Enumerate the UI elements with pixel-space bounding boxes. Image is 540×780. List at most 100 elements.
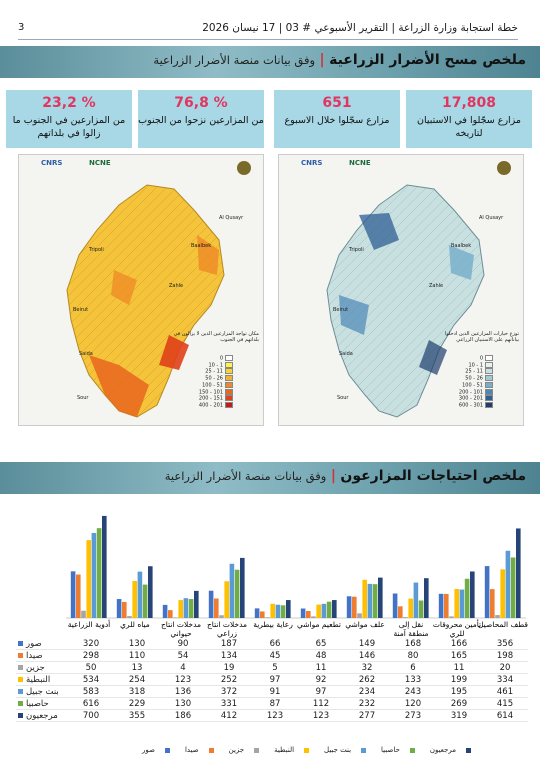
table-cell: 199 — [436, 673, 482, 686]
table-row: جزين 50 13 4 19 5 11 32 6 11 20 — [16, 661, 528, 674]
table-cell: 65 — [298, 638, 344, 650]
section-title: ملخص احتياجات المزارعون — [340, 468, 526, 484]
map-legend-blue: توزع خيارات المزارعين الذين ادخلوا بيانا… — [429, 331, 519, 343]
bar — [357, 613, 362, 618]
bar — [102, 515, 107, 618]
category-label: مدخلات انتاج — [207, 620, 247, 629]
table-cell: 130 — [114, 638, 160, 650]
place-label: Sour — [77, 395, 89, 401]
table-cell: 11 — [436, 661, 482, 674]
bar — [173, 617, 178, 618]
bar — [449, 616, 454, 618]
bar — [510, 557, 516, 618]
legend-label: صور — [142, 746, 155, 754]
series-name: مرجعيون — [26, 710, 58, 721]
bar — [459, 589, 465, 618]
bar — [219, 615, 224, 618]
legend-swatch — [225, 368, 233, 375]
row-label: صور — [16, 638, 68, 650]
category-label: زراعي — [217, 629, 237, 638]
legend-bin-label: 1 - 10 — [208, 362, 223, 369]
legend-entry: جزين — [227, 746, 262, 754]
legend-label: النبطية — [274, 746, 295, 754]
series-name: جزين — [26, 662, 45, 673]
legend-entry: صور — [140, 746, 173, 754]
stat-value: 17,808 — [441, 95, 497, 111]
category-label: مياه للري — [120, 620, 150, 629]
bar — [505, 550, 511, 618]
series-name: بنت جبيل — [26, 686, 59, 697]
table-cell: 54 — [160, 649, 206, 662]
bar — [86, 540, 91, 618]
legend-entry: مرجعيون — [428, 746, 474, 754]
bar — [254, 608, 260, 618]
table-cell: 134 — [206, 649, 252, 662]
series-name: حاصبيا — [26, 698, 49, 709]
bar — [280, 605, 286, 618]
table-cell: 20 — [482, 661, 528, 674]
table-cell: 198 — [482, 649, 528, 662]
table-cell: 92 — [298, 673, 344, 686]
bar — [188, 599, 194, 618]
bar — [142, 584, 148, 618]
table-row: بنت جبيل 583 318 136 372 91 97 234 243 195 461 — [16, 685, 528, 698]
legend-bin: 1 - 10 — [459, 361, 493, 369]
table-cell: 318 — [114, 685, 160, 698]
table-cell: 32 — [344, 661, 390, 674]
table-cell: 234 — [344, 685, 390, 698]
bar — [91, 532, 97, 618]
table-cell: 45 — [252, 649, 298, 662]
bar — [116, 599, 122, 618]
legend-bin-label: 26 - 50 — [205, 375, 223, 382]
table-cell: 187 — [206, 638, 252, 650]
bar — [194, 590, 199, 618]
row-label: صيدا — [16, 649, 68, 662]
table-cell: 123 — [160, 673, 206, 686]
table-cell: 252 — [206, 673, 252, 686]
table-cell: 133 — [390, 673, 436, 686]
category-label: تطعيم مواشي — [297, 620, 341, 629]
table-cell: 277 — [344, 709, 390, 722]
legend-swatch — [485, 388, 493, 395]
place-label: Tripoli — [89, 247, 104, 253]
section-subtitle: وفق بيانات منصة الأضرار الزراعية — [153, 53, 316, 67]
bar — [346, 596, 352, 618]
legend-label: حاصبيا — [381, 746, 400, 754]
table-cell: 269 — [436, 697, 482, 710]
legend-swatch — [485, 368, 493, 375]
table-cell: 166 — [436, 638, 482, 650]
bar — [362, 579, 367, 618]
table-cell: 616 — [68, 697, 114, 710]
legend-bin-label: 1 - 10 — [468, 362, 483, 369]
table-row: حاصبيا 616 229 130 331 87 112 232 120 269 415 — [16, 697, 528, 710]
legend-bin: 51 - 100 — [199, 381, 233, 389]
table-cell: 50 — [68, 661, 114, 674]
bar — [352, 596, 357, 618]
table-cell: 13 — [114, 661, 160, 674]
legend-bin-label: 51 - 100 — [462, 382, 483, 389]
section-banner-needs: ملخص احتياجات المزارعون | وفق بيانات منص… — [0, 462, 540, 494]
cnrs-logo: CNRS — [301, 159, 323, 167]
table-cell: 319 — [436, 709, 482, 722]
legend-bin: 201 - 400 — [199, 401, 233, 409]
bar — [162, 604, 168, 618]
legend-bin-label: 51 - 100 — [202, 382, 223, 389]
legend-bin: 0 — [459, 355, 493, 362]
table-cell: 334 — [482, 673, 528, 686]
lebanon-map-blue — [326, 184, 485, 418]
section-banner-damage: ملخص مسح الأضرار الزراعية | وفق بيانات م… — [0, 46, 540, 78]
ncne-logo: NCNE — [89, 159, 111, 167]
page-header: 3 خطة استجابة وزارة الزراعة | التقرير ال… — [18, 20, 518, 40]
bar — [306, 611, 311, 618]
legend-bin: 26 - 50 — [199, 375, 233, 382]
legend-marker — [304, 747, 310, 753]
table-row: صيدا 298 110 54 134 45 48 146 80 165 198 — [16, 649, 528, 662]
bar — [224, 581, 229, 618]
legend-label: بنت جبيل — [324, 746, 352, 754]
bar — [372, 584, 378, 618]
legend-marker — [361, 747, 367, 753]
ministry-seal-icon — [237, 161, 251, 175]
series-name: صيدا — [26, 650, 43, 661]
bar — [516, 528, 521, 618]
place-label: Al Qusayr — [219, 215, 244, 221]
